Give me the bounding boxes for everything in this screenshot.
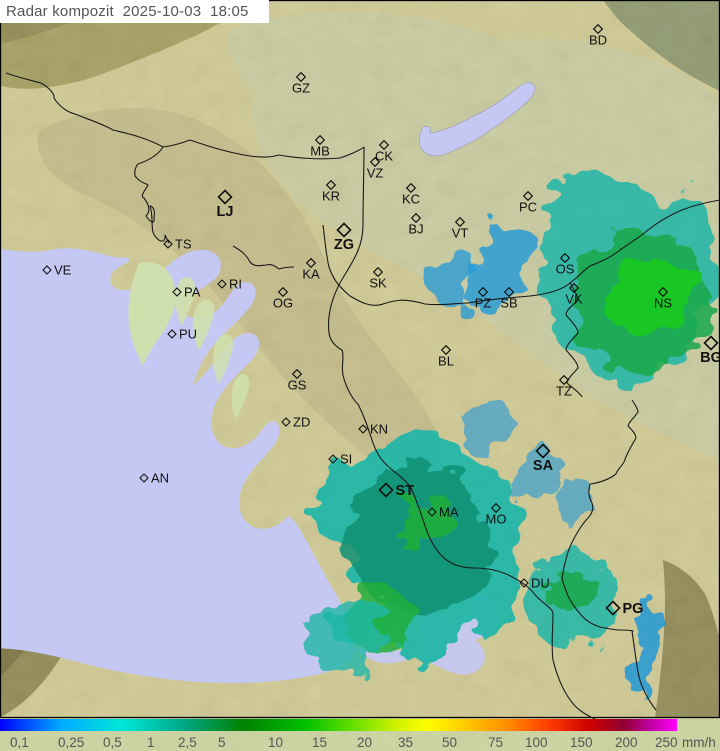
svg-text:35: 35 bbox=[398, 735, 413, 750]
svg-text:200: 200 bbox=[615, 735, 638, 750]
svg-text:LJ: LJ bbox=[217, 204, 234, 220]
svg-text:RI: RI bbox=[229, 277, 242, 292]
svg-text:CK: CK bbox=[375, 149, 393, 164]
svg-text:TS: TS bbox=[175, 237, 192, 252]
svg-text:GZ: GZ bbox=[292, 81, 310, 96]
svg-text:VZ: VZ bbox=[367, 166, 384, 181]
svg-text:ST: ST bbox=[396, 483, 415, 499]
svg-text:SK: SK bbox=[369, 276, 387, 291]
svg-text:PA: PA bbox=[184, 285, 201, 300]
svg-text:VT: VT bbox=[452, 226, 469, 241]
svg-text:SA: SA bbox=[533, 458, 554, 474]
svg-text:AN: AN bbox=[151, 471, 169, 486]
svg-text:OS: OS bbox=[556, 262, 575, 277]
svg-text:VK: VK bbox=[565, 292, 583, 307]
svg-text:100: 100 bbox=[525, 735, 548, 750]
svg-text:OG: OG bbox=[273, 296, 293, 311]
svg-text:VE: VE bbox=[54, 263, 72, 278]
svg-text:BD: BD bbox=[589, 33, 607, 48]
svg-text:KC: KC bbox=[402, 192, 420, 207]
svg-text:mm/h: mm/h bbox=[682, 735, 716, 750]
svg-text:ZG: ZG bbox=[334, 237, 354, 253]
svg-text:5: 5 bbox=[218, 735, 226, 750]
svg-text:BL: BL bbox=[438, 354, 454, 369]
svg-text:BG: BG bbox=[700, 350, 720, 366]
svg-text:KA: KA bbox=[302, 267, 320, 282]
svg-text:75: 75 bbox=[488, 735, 503, 750]
svg-text:PU: PU bbox=[179, 327, 197, 342]
svg-text:DU: DU bbox=[531, 576, 550, 591]
svg-text:1: 1 bbox=[147, 735, 155, 750]
svg-text:PC: PC bbox=[519, 200, 537, 215]
svg-text:KN: KN bbox=[370, 422, 388, 437]
svg-text:KR: KR bbox=[322, 189, 340, 204]
svg-text:SI: SI bbox=[340, 452, 352, 467]
svg-text:0,1: 0,1 bbox=[10, 735, 29, 750]
svg-text:MA: MA bbox=[439, 505, 459, 520]
svg-text:MB: MB bbox=[310, 144, 330, 159]
svg-text:2,5: 2,5 bbox=[178, 735, 197, 750]
svg-text:TZ: TZ bbox=[556, 384, 572, 399]
svg-text:250: 250 bbox=[655, 735, 678, 750]
svg-text:NS: NS bbox=[654, 296, 672, 311]
svg-text:0,5: 0,5 bbox=[103, 735, 122, 750]
svg-text:150: 150 bbox=[570, 735, 593, 750]
svg-text:SB: SB bbox=[500, 296, 517, 311]
svg-text:ZD: ZD bbox=[293, 415, 310, 430]
svg-text:MO: MO bbox=[486, 512, 507, 527]
svg-text:PZ: PZ bbox=[475, 296, 492, 311]
svg-text:PG: PG bbox=[623, 601, 644, 617]
svg-text:GS: GS bbox=[288, 378, 307, 393]
svg-text:BJ: BJ bbox=[408, 222, 423, 237]
svg-text:50: 50 bbox=[442, 735, 457, 750]
svg-text:20: 20 bbox=[357, 735, 372, 750]
svg-text:10: 10 bbox=[268, 735, 283, 750]
svg-text:15: 15 bbox=[312, 735, 327, 750]
svg-text:0,25: 0,25 bbox=[58, 735, 84, 750]
